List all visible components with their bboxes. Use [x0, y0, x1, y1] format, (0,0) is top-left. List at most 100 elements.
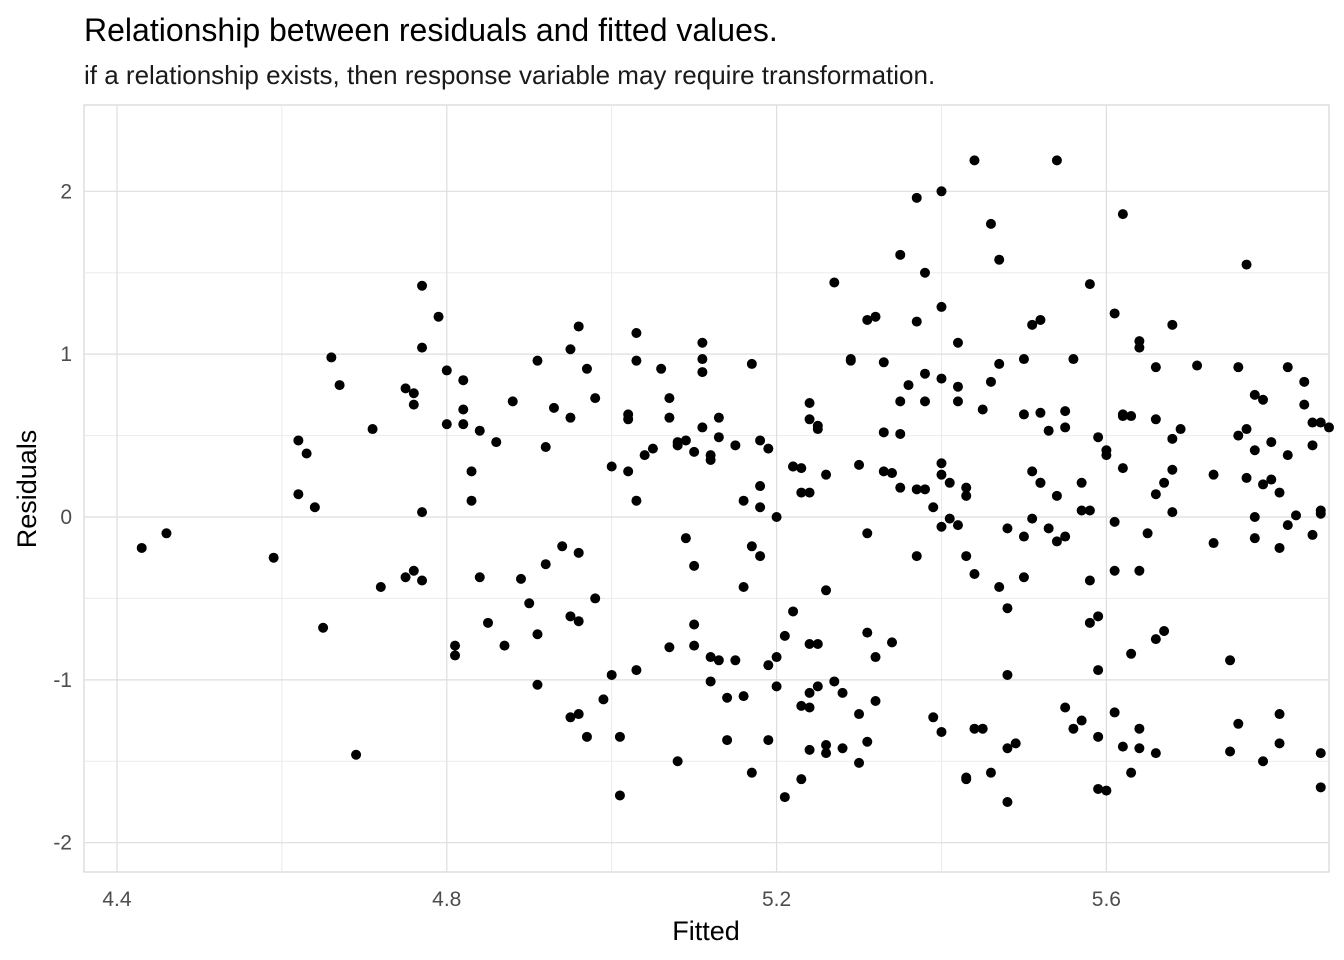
data-point: [334, 380, 345, 391]
data-point: [400, 572, 411, 583]
data-point: [680, 533, 691, 544]
data-point: [1208, 538, 1219, 549]
data-point: [458, 419, 469, 430]
data-point: [268, 552, 279, 563]
data-point: [466, 466, 477, 477]
data-point: [573, 616, 584, 627]
data-point: [788, 461, 799, 472]
data-point: [1084, 617, 1095, 628]
data-point: [1167, 464, 1178, 475]
data-point: [1282, 362, 1293, 373]
data-point: [647, 443, 658, 454]
data-point: [845, 355, 856, 366]
data-point: [1134, 336, 1145, 347]
data-point: [631, 665, 642, 676]
data-point: [1159, 625, 1170, 636]
data-point: [351, 749, 362, 760]
data-point: [664, 393, 675, 404]
data-point: [821, 469, 832, 480]
data-point: [1241, 259, 1252, 270]
data-point: [417, 280, 428, 291]
data-point: [755, 481, 766, 492]
data-point: [1109, 707, 1120, 718]
data-point: [450, 650, 461, 661]
data-point: [1307, 440, 1318, 451]
data-point: [1093, 783, 1104, 794]
data-point: [631, 495, 642, 506]
data-point: [961, 551, 972, 562]
data-point: [746, 358, 757, 369]
data-point: [730, 440, 741, 451]
data-point: [887, 637, 898, 648]
data-point: [919, 396, 930, 407]
data-point: [796, 700, 807, 711]
data-point: [606, 669, 617, 680]
data-point: [755, 435, 766, 446]
data-point: [944, 513, 955, 524]
data-point: [746, 767, 757, 778]
data-point: [969, 568, 980, 579]
data-point: [532, 355, 543, 366]
data-point: [1109, 516, 1120, 527]
data-point: [821, 585, 832, 596]
data-point: [1010, 738, 1021, 749]
data-point: [441, 419, 452, 430]
data-point: [1315, 508, 1326, 519]
data-point: [919, 484, 930, 495]
data-point: [1002, 669, 1013, 680]
data-point: [1035, 477, 1046, 488]
data-point: [936, 186, 947, 197]
data-point: [1315, 748, 1326, 759]
data-point: [375, 582, 386, 593]
data-point: [952, 381, 963, 392]
data-point: [854, 459, 865, 470]
data-point: [812, 424, 823, 435]
data-point: [1018, 409, 1029, 420]
data-point: [804, 687, 815, 698]
data-point: [1043, 523, 1054, 534]
data-point: [590, 393, 601, 404]
data-point: [1167, 433, 1178, 444]
x-tick-label: 4.8: [432, 888, 461, 911]
data-point: [1167, 319, 1178, 330]
data-point: [565, 712, 576, 723]
data-point: [1291, 510, 1302, 521]
data-point: [911, 551, 922, 562]
data-point: [614, 731, 625, 742]
data-point: [1249, 533, 1260, 544]
data-point: [540, 559, 551, 570]
data-point: [1051, 536, 1062, 547]
data-point: [309, 502, 320, 513]
data-point: [1101, 450, 1112, 461]
y-tick-label: -2: [53, 832, 72, 855]
data-point: [961, 482, 972, 493]
data-point: [862, 736, 873, 747]
data-point: [1249, 511, 1260, 522]
data-point: [631, 327, 642, 338]
data-point: [1093, 432, 1104, 443]
data-point: [771, 511, 782, 522]
data-point: [804, 414, 815, 425]
data-point: [532, 679, 543, 690]
data-point: [812, 681, 823, 692]
data-point: [548, 402, 559, 413]
data-point: [1167, 507, 1178, 518]
data-point: [1233, 430, 1244, 441]
data-point: [985, 218, 996, 229]
data-point: [928, 712, 939, 723]
data-point: [755, 502, 766, 513]
data-point: [952, 337, 963, 348]
data-point: [697, 354, 708, 365]
data-point: [1192, 360, 1203, 371]
data-point: [606, 461, 617, 472]
x-axis-label: Fitted: [672, 916, 740, 946]
data-point: [1002, 523, 1013, 534]
data-points: [136, 155, 1334, 807]
data-point: [821, 739, 832, 750]
data-point: [1307, 529, 1318, 540]
data-point: [1117, 741, 1128, 752]
data-point: [713, 412, 724, 423]
data-point: [878, 427, 889, 438]
data-point: [689, 640, 700, 651]
data-point: [837, 743, 848, 754]
